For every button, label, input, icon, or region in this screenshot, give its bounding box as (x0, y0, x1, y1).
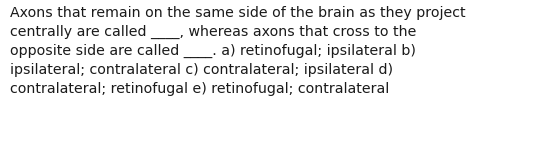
Text: Axons that remain on the same side of the brain as they project
centrally are ca: Axons that remain on the same side of th… (10, 6, 466, 96)
